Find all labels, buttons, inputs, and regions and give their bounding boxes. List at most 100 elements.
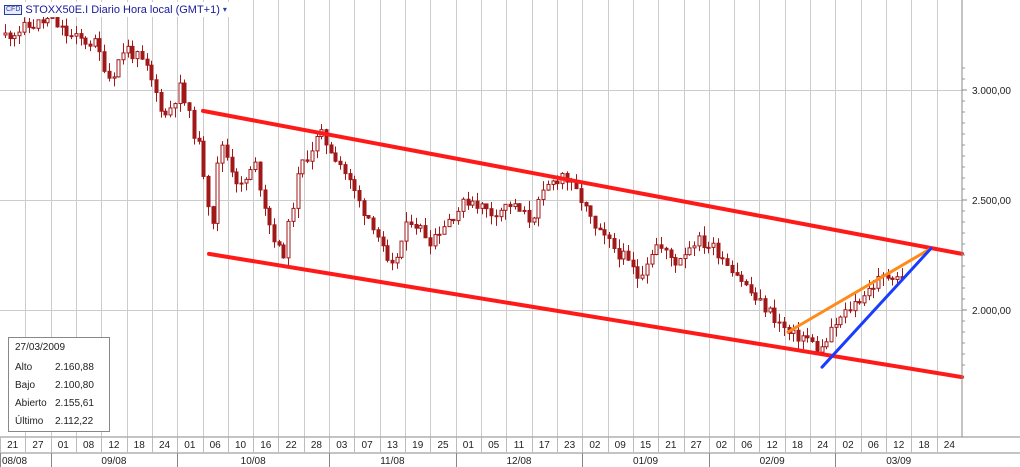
candle-up bbox=[60, 25, 65, 28]
candle-down bbox=[725, 258, 730, 266]
candle-down bbox=[192, 109, 197, 139]
candle-down bbox=[97, 38, 102, 53]
x-day-label: 21 bbox=[7, 440, 19, 451]
x-day-label: 27 bbox=[32, 440, 44, 451]
candle-down bbox=[206, 175, 211, 208]
x-day-label: 06 bbox=[868, 440, 880, 451]
candle-up bbox=[3, 32, 8, 36]
x-day-label: 06 bbox=[741, 440, 753, 451]
candle-up bbox=[50, 16, 55, 19]
candle-down bbox=[796, 329, 801, 342]
candle-down bbox=[673, 257, 678, 266]
candle-down bbox=[749, 284, 754, 294]
x-day-label: 18 bbox=[918, 440, 930, 451]
candle-up bbox=[829, 326, 834, 343]
candle-up bbox=[820, 346, 825, 353]
x-day-label: 03 bbox=[336, 440, 348, 451]
candle-down bbox=[730, 264, 735, 274]
candle-up bbox=[862, 295, 867, 304]
trend-line-blue-support[interactable] bbox=[820, 246, 933, 369]
candle-down bbox=[230, 156, 235, 173]
candle-down bbox=[324, 129, 329, 146]
candle-down bbox=[107, 70, 112, 79]
candle-up bbox=[437, 233, 442, 236]
candle-up bbox=[395, 256, 400, 264]
candle-down bbox=[333, 152, 338, 162]
candle-down bbox=[584, 202, 589, 207]
candle-up bbox=[777, 321, 782, 324]
candle-down bbox=[782, 321, 787, 329]
candle-up bbox=[404, 221, 409, 242]
candle-up bbox=[650, 254, 655, 265]
candle-up bbox=[801, 335, 806, 342]
candle-down bbox=[27, 21, 32, 28]
info-label: Alto bbox=[15, 362, 33, 373]
x-day-label: 02 bbox=[589, 440, 601, 451]
candle-up bbox=[45, 17, 50, 24]
candle-down bbox=[423, 225, 428, 239]
candle-up bbox=[112, 76, 117, 79]
candle-up bbox=[121, 52, 126, 61]
candle-down bbox=[381, 236, 386, 247]
candle-up bbox=[433, 234, 438, 247]
trend-line-orange-resistance[interactable] bbox=[786, 246, 933, 334]
x-day-label: 24 bbox=[944, 440, 956, 451]
x-day-label: 06 bbox=[210, 440, 222, 451]
candle-up bbox=[22, 21, 27, 33]
candle-up bbox=[215, 162, 220, 224]
candle-up bbox=[178, 82, 183, 105]
chart-title-bar[interactable]: CFD STOXX50E.I Diario Hora local (GMT+1)… bbox=[2, 2, 229, 17]
chevron-down-icon[interactable]: ▾ bbox=[222, 5, 227, 14]
candle-down bbox=[348, 173, 353, 181]
candle-down bbox=[182, 82, 187, 104]
candle-up bbox=[895, 276, 900, 280]
x-day-label: 01 bbox=[58, 440, 70, 451]
candle-down bbox=[588, 205, 593, 217]
candle-down bbox=[517, 203, 522, 212]
candle-down bbox=[69, 35, 74, 38]
candle-down bbox=[669, 249, 674, 259]
candle-up bbox=[876, 275, 881, 289]
x-month-label: 10/08 bbox=[241, 456, 266, 467]
candle-down bbox=[626, 250, 631, 261]
candle-down bbox=[414, 223, 419, 229]
candle-down bbox=[258, 161, 263, 191]
ohlc-info-box: 27/03/2009 Alto 2.160,88 Bajo 2.100,80 A… bbox=[8, 337, 110, 432]
candle-down bbox=[720, 257, 725, 260]
cfd-badge: CFD bbox=[4, 4, 23, 15]
candle-up bbox=[456, 210, 461, 222]
trend-line-channel-upper[interactable] bbox=[201, 108, 964, 256]
x-day-label: 24 bbox=[817, 440, 829, 451]
candle-up bbox=[503, 203, 508, 211]
candle-up bbox=[541, 189, 546, 200]
candle-down bbox=[409, 221, 414, 225]
candle-down bbox=[739, 274, 744, 282]
info-value: 2.160,88 bbox=[55, 362, 94, 373]
x-day-label: 02 bbox=[716, 440, 728, 451]
candle-down bbox=[145, 58, 150, 66]
x-month-label: 02/09 bbox=[760, 456, 785, 467]
candle-up bbox=[296, 173, 301, 209]
x-day-label: 12 bbox=[767, 440, 779, 451]
candle-up bbox=[442, 226, 447, 235]
x-day-label: 19 bbox=[412, 440, 424, 451]
candle-down bbox=[225, 144, 230, 158]
info-label: Abierto bbox=[15, 398, 47, 409]
candle-down bbox=[338, 160, 343, 166]
candle-down bbox=[357, 190, 362, 202]
x-month-label: 03/09 bbox=[886, 456, 911, 467]
candle-up bbox=[480, 203, 485, 209]
candle-up bbox=[692, 245, 697, 249]
candle-up bbox=[220, 144, 225, 164]
candle-down bbox=[305, 159, 310, 162]
trend-lines[interactable] bbox=[201, 108, 964, 380]
info-label: Último bbox=[15, 416, 44, 427]
candle-down bbox=[102, 51, 107, 72]
x-day-label: 18 bbox=[792, 440, 804, 451]
trend-line-channel-lower[interactable] bbox=[207, 251, 964, 380]
candle-up bbox=[248, 169, 253, 180]
candle-up bbox=[116, 59, 121, 78]
candle-down bbox=[475, 200, 480, 209]
candle-down bbox=[466, 198, 471, 206]
